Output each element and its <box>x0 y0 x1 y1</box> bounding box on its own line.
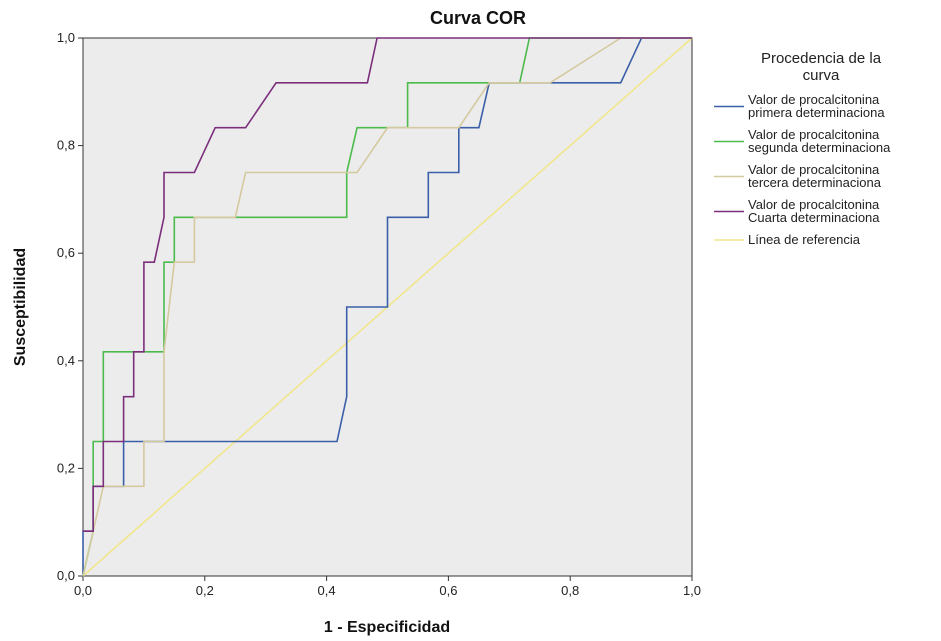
legend-label: Valor de procalcitonina <box>748 197 880 212</box>
legend-label: primera determinaciona <box>748 105 885 120</box>
series-layer <box>82 37 693 577</box>
chart-title: Curva COR <box>430 8 526 28</box>
y-tick-label: 0,2 <box>57 460 75 475</box>
legend-label: Valor de procalcitonina <box>748 92 880 107</box>
y-tick-label: 0,4 <box>57 353 75 368</box>
x-tick-label: 0,8 <box>561 583 579 598</box>
x-tick-label: 1,0 <box>683 583 701 598</box>
x-tick-label: 0,4 <box>318 583 336 598</box>
y-tick-label: 0,6 <box>57 245 75 260</box>
series-line-2 <box>82 37 692 577</box>
legend-label: tercera determinaciona <box>748 175 882 190</box>
x-tick-label: 0,0 <box>74 583 92 598</box>
series-line-4 <box>83 37 692 533</box>
legend-label: Valor de procalcitonina <box>748 127 880 142</box>
y-axis-title: Susceptibilidad <box>12 248 29 366</box>
y-tick-label: 1,0 <box>57 30 75 45</box>
y-tick-label: 0,0 <box>57 568 75 583</box>
x-axis: 0,0 0,2 0,4 0,6 0,8 1,0 <box>74 576 701 598</box>
series-line-3 <box>82 37 692 577</box>
legend-label: segunda determinaciona <box>748 140 891 155</box>
y-tick-label: 0,8 <box>57 138 75 153</box>
legend-label: Cuarta determinaciona <box>748 210 880 225</box>
x-tick-label: 0,6 <box>439 583 457 598</box>
x-axis-title: 1 - Especificidad <box>324 619 450 636</box>
legend-title: curva <box>803 67 840 84</box>
y-axis: 0,0 0,2 0,4 0,6 0,8 1,0 <box>57 30 83 583</box>
legend-label: Valor de procalcitonina <box>748 162 880 177</box>
legend-label: Línea de referencia <box>748 232 861 247</box>
legend-title: Procedencia de la <box>761 50 882 67</box>
x-tick-label: 0,2 <box>196 583 214 598</box>
